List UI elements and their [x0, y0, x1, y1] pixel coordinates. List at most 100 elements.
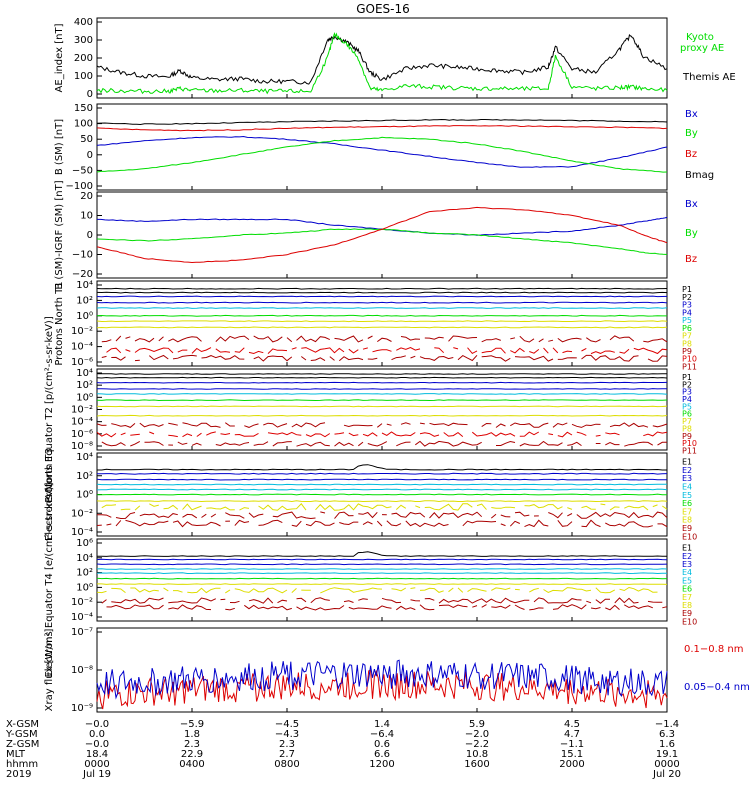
- series-label: P3: [682, 388, 692, 397]
- x-axis-value: −6.4: [370, 729, 394, 740]
- x-axis-row-label: Y-GSM: [5, 729, 38, 740]
- series-line: [96, 320, 668, 323]
- y-axis-label: Protons Equator T2 [p/(cm²-s-sr-keV)]: [44, 316, 55, 503]
- y-axis-label: Xray flux [W/m²]: [44, 629, 55, 712]
- series-line: [96, 405, 668, 408]
- series-label: E9: [682, 524, 692, 533]
- series-label: P4: [682, 395, 692, 404]
- series-line: [96, 125, 668, 132]
- legend-label: Bz: [685, 149, 697, 160]
- series-line: [96, 572, 667, 575]
- series-label: E7: [682, 593, 692, 602]
- series-line: [96, 307, 668, 309]
- series-label: E6: [682, 585, 692, 594]
- x-axis-value: −2.2: [465, 739, 489, 750]
- y-tick-label: 10⁻⁴: [71, 417, 93, 428]
- series-line: [96, 577, 668, 580]
- series-line: [96, 31, 668, 95]
- series-line: [96, 314, 667, 317]
- series-line: [96, 373, 668, 375]
- x-axis-value: −2.0: [465, 729, 489, 740]
- legend-label: Themis AE: [682, 72, 736, 83]
- x-axis-value: 10.8: [466, 749, 488, 760]
- series-label: P1: [682, 285, 692, 294]
- y-tick-label: 10⁻⁴: [71, 612, 93, 623]
- series-line: [96, 431, 668, 438]
- y-tick-label: 10⁻²: [71, 508, 93, 519]
- y-tick-label: 100: [74, 71, 93, 82]
- series-line: [97, 511, 668, 520]
- x-axis-value: 0000: [654, 759, 679, 770]
- panel-frame: [96, 103, 668, 191]
- y-tick-label: 10⁴: [76, 368, 93, 379]
- series-label: E10: [682, 617, 697, 626]
- series-line: [96, 136, 668, 173]
- y-tick-label: −100: [66, 181, 93, 192]
- series-label: P11: [682, 447, 697, 456]
- y-axis-label: Electrons Equator T4 [e/(cm²-s-sr-keV)]: [44, 482, 55, 677]
- series-label: P5: [682, 316, 692, 325]
- x-axis-value: −4.5: [275, 719, 299, 730]
- x-axis-row-label: Z-GSM: [6, 739, 39, 750]
- legend-label: Bx: [685, 109, 698, 120]
- x-axis-value: 2.7: [279, 749, 295, 760]
- y-tick-label: −10: [72, 250, 93, 261]
- x-axis-value: 2.3: [184, 739, 200, 750]
- x-axis-value: 0.6: [374, 739, 390, 750]
- legend-label: Bmag: [685, 170, 714, 181]
- x-axis-value: 1200: [369, 759, 394, 770]
- series-label: E8: [682, 516, 692, 525]
- series-label: E4: [682, 568, 692, 577]
- panel-3: B (SM)-IGRF (SM) [nT] 20 10 0 −10 −20: [54, 180, 668, 290]
- x-axis-row-label: MLT: [6, 749, 26, 760]
- series-label: P6: [682, 324, 692, 333]
- panel-frame: [96, 17, 668, 99]
- series-label: P10: [682, 439, 697, 448]
- y-tick-label: 10²: [76, 471, 93, 482]
- series-line: [96, 326, 668, 329]
- x-axis-value: 0.0: [89, 729, 105, 740]
- series-label: P9: [682, 347, 692, 356]
- x-axis-value: 2.3: [279, 739, 295, 750]
- x-axis-value: 5.9: [469, 719, 485, 730]
- legend-label: By: [685, 128, 698, 139]
- panel-4: Protons North T1 10⁴10²10⁰10⁻²10⁻⁴10⁻⁶P1P…: [54, 280, 697, 371]
- x-axis-value: 0800: [274, 759, 299, 770]
- x-axis-value: 4.5: [564, 719, 580, 730]
- series-line: [96, 388, 667, 390]
- y-tick-label: 10⁻⁶: [71, 357, 93, 368]
- series-line: [96, 519, 668, 528]
- series-line: [101, 354, 668, 362]
- x-axis-value: 1.6: [659, 739, 675, 750]
- x-axis-value: Jul 19: [82, 769, 111, 780]
- series-label: P7: [682, 417, 692, 426]
- x-axis-value: 1600: [464, 759, 489, 770]
- y-tick-label: 100: [74, 119, 93, 130]
- series-label: P11: [682, 362, 697, 371]
- y-tick-label: 10: [80, 211, 93, 222]
- series-label: P5: [682, 402, 692, 411]
- panel-7: Electrons Equator T4 [e/(cm²-s-sr-keV)] 1…: [44, 482, 697, 677]
- panel-6: Electrons North T3 10⁴10²10⁰10⁻²10⁻⁴E1E2E…: [44, 448, 697, 541]
- panel-8: Xray flux [W/m²] 10⁻⁷ 10⁻⁸ 10⁻⁹: [44, 627, 668, 714]
- x-axis-value: 2000: [559, 759, 584, 770]
- series-line: [96, 563, 668, 566]
- series-line: [96, 295, 668, 298]
- series-label: E9: [682, 609, 692, 618]
- y-tick-label: 10⁻²: [71, 597, 93, 608]
- y-tick-label: 10⁴: [76, 452, 93, 463]
- x-axis-value: −1.1: [560, 739, 584, 750]
- series-line: [96, 414, 668, 417]
- series-line: [97, 583, 668, 585]
- series-label: P1: [682, 373, 692, 382]
- y-tick-label: 10⁰: [76, 582, 93, 593]
- y-tick-label: 300: [74, 35, 93, 46]
- y-tick-label: −20: [72, 269, 93, 280]
- y-axis-label: AE_index [nT]: [54, 23, 65, 92]
- series-line: [97, 588, 667, 593]
- series-label: P3: [682, 301, 692, 310]
- series-label: E4: [682, 483, 692, 492]
- series-line: [96, 135, 668, 168]
- y-tick-label: 10⁻⁸: [71, 441, 93, 452]
